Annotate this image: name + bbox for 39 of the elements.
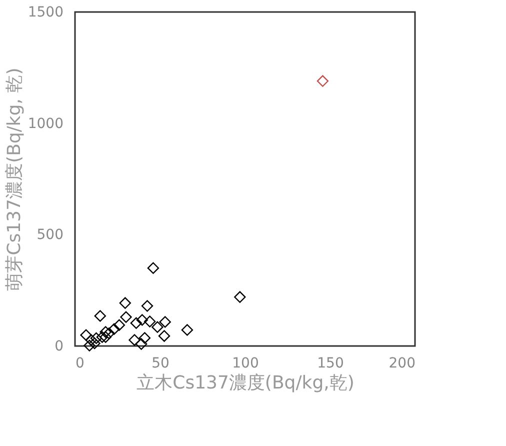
x-tick-label: 50 <box>152 356 170 372</box>
point <box>119 297 131 309</box>
y-axis-title: 萌芽Cs137濃度(Bq/kg, 乾) <box>4 68 25 292</box>
point <box>234 291 246 303</box>
point <box>100 331 112 343</box>
point <box>103 327 115 340</box>
point <box>80 329 92 341</box>
point <box>84 340 96 352</box>
y-tick-label: 1000 <box>28 116 64 132</box>
point <box>100 326 112 338</box>
point <box>181 324 194 336</box>
point <box>88 337 100 350</box>
x-tick-label: 150 <box>317 356 344 372</box>
point <box>90 332 102 344</box>
y-tick-label: 0 <box>54 338 64 354</box>
x-tick-label: 200 <box>388 356 416 372</box>
point <box>113 319 126 331</box>
x-axis-title: 立木Cs137濃度(Bq/kg,乾) <box>136 372 354 394</box>
x-tick-label: 100 <box>232 356 259 372</box>
point <box>108 323 120 335</box>
point <box>130 317 142 329</box>
point <box>316 75 329 87</box>
point <box>85 334 97 346</box>
point <box>120 311 132 323</box>
x-tick-label: 0 <box>76 356 84 372</box>
point <box>144 316 156 328</box>
point <box>136 314 148 326</box>
point <box>135 338 148 350</box>
point <box>138 332 151 344</box>
point <box>152 321 164 333</box>
y-tick-label: 500 <box>36 227 64 244</box>
point <box>158 330 170 342</box>
point <box>94 310 106 322</box>
point <box>141 300 154 312</box>
point <box>96 331 108 343</box>
y-tick-label: 1500 <box>28 4 64 20</box>
point <box>128 334 140 346</box>
point <box>147 262 160 274</box>
point <box>159 316 171 328</box>
